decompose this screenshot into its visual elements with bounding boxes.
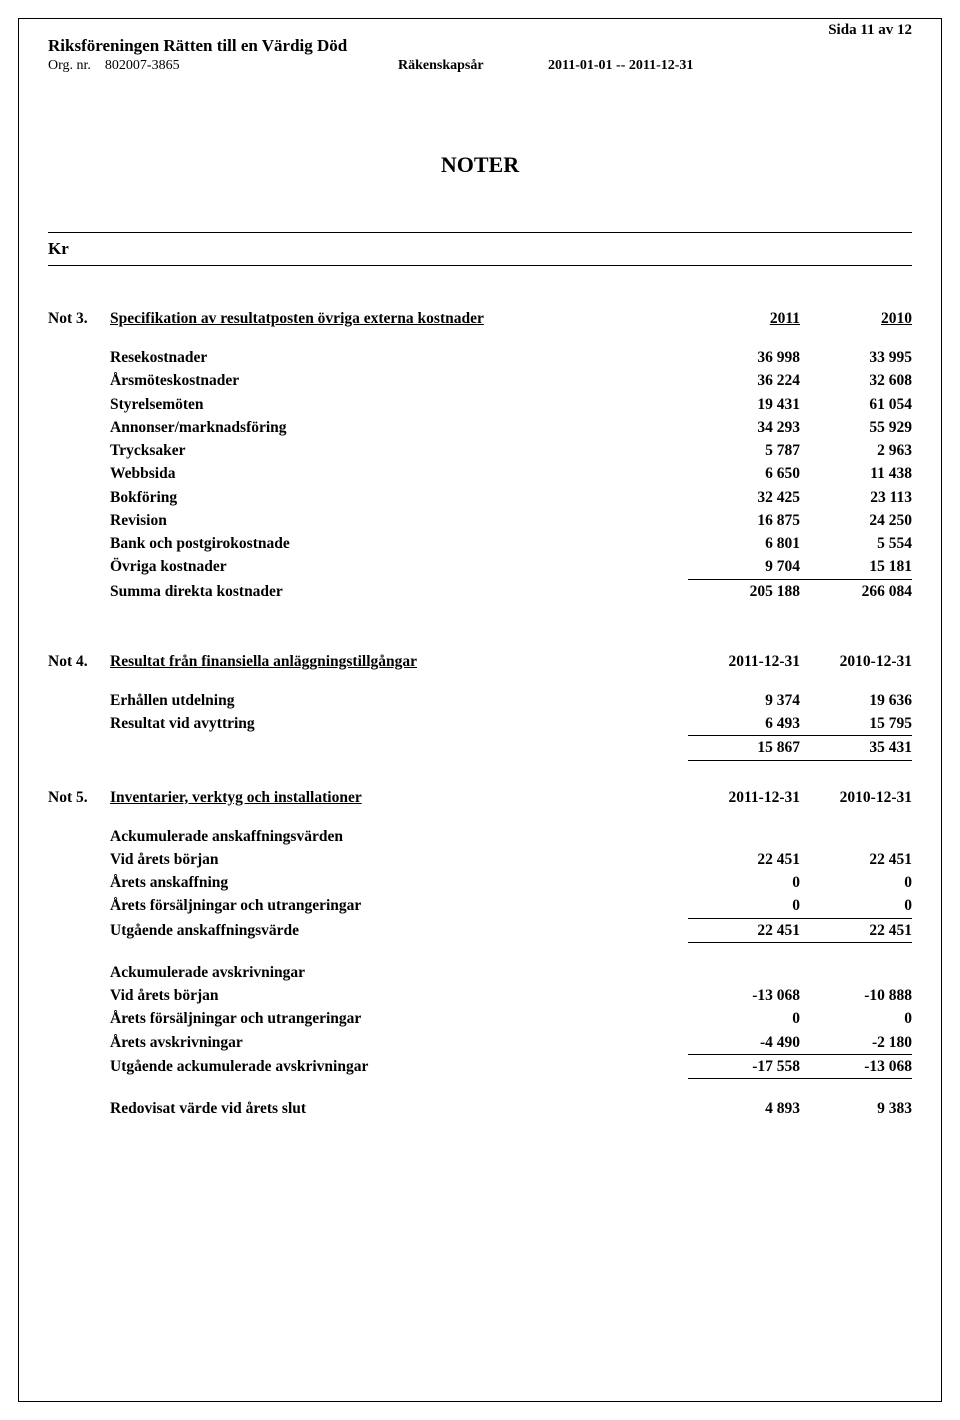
header-subline: Org. nr. 802007-3865 Räkenskapsår 2011-0… (48, 58, 912, 74)
page-number: Sida 11 av 12 (828, 22, 912, 39)
page-header: Sida 11 av 12 Riksföreningen Rätten till… (48, 36, 912, 74)
fiscal-year-label: Räkenskapsår (398, 58, 548, 74)
page-border (18, 18, 942, 1402)
fiscal-year-period: 2011-01-01 -- 2011-12-31 (548, 58, 693, 74)
org-nr: Org. nr. 802007-3865 (48, 58, 398, 74)
org-name: Riksföreningen Rätten till en Värdig Död (48, 36, 912, 56)
org-nr-value: 802007-3865 (105, 58, 180, 73)
org-nr-label: Org. nr. (48, 58, 91, 73)
